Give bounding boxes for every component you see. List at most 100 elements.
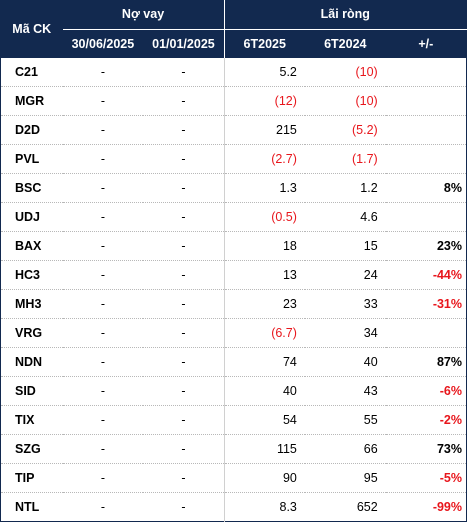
table-row: UDJ - - (0.5) 4.6 [0, 202, 467, 232]
cell-debt-date-1: - [62, 57, 144, 87]
column-header-profit-period-1: 6T2025 [223, 29, 305, 58]
cell-profit-period-2: 24 [304, 260, 386, 290]
cell-debt-date-1: - [62, 347, 144, 377]
cell-debt-date-2: - [143, 318, 225, 348]
cell-code: MGR [0, 86, 63, 116]
cell-profit-period-1: (0.5) [223, 202, 305, 232]
cell-debt-date-2: - [143, 231, 225, 261]
cell-change [385, 318, 467, 348]
cell-change [385, 115, 467, 145]
cell-debt-date-2: - [143, 86, 225, 116]
cell-debt-date-2: - [143, 260, 225, 290]
cell-profit-period-2: 95 [304, 463, 386, 493]
cell-debt-date-1: - [62, 260, 144, 290]
cell-profit-period-1: (6.7) [223, 318, 305, 348]
cell-profit-period-1: 23 [223, 289, 305, 319]
cell-code: PVL [0, 144, 63, 174]
cell-debt-date-1: - [62, 289, 144, 319]
cell-profit-period-1: 5.2 [223, 57, 305, 87]
cell-profit-period-2: (10) [304, 57, 386, 87]
cell-profit-period-1: 18 [223, 231, 305, 261]
cell-profit-period-2: 1.2 [304, 173, 386, 203]
table-row: TIX - -54 55 -2% [0, 405, 467, 435]
cell-debt-date-1: - [62, 231, 144, 261]
cell-profit-period-1: 215 [223, 115, 305, 145]
cell-code: BSC [0, 173, 63, 203]
cell-change: 23% [385, 231, 467, 261]
column-header-code: Mã CK [0, 0, 63, 58]
cell-code: SZG [0, 434, 63, 464]
cell-debt-date-2: - [143, 463, 225, 493]
cell-debt-date-2: - [143, 57, 225, 87]
cell-debt-date-2: - [143, 289, 225, 319]
table-row: MGR - - (12) (10) [0, 86, 467, 116]
cell-debt-date-2: - [143, 492, 225, 522]
cell-profit-period-1: 90 [223, 463, 305, 493]
cell-profit-period-2: (10) [304, 86, 386, 116]
cell-change: -31% [385, 289, 467, 319]
table-row: TIP - -90 95 -5% [0, 463, 467, 493]
cell-debt-date-2: - [143, 434, 225, 464]
cell-change: -6% [385, 376, 467, 406]
cell-profit-period-2: 34 [304, 318, 386, 348]
cell-debt-date-1: - [62, 115, 144, 145]
cell-profit-period-2: 40 [304, 347, 386, 377]
cell-debt-date-2: - [143, 347, 225, 377]
cell-debt-date-2: - [143, 405, 225, 435]
cell-code: NTL [0, 492, 63, 522]
cell-code: NDN [0, 347, 63, 377]
cell-profit-period-1: 1.3 [223, 173, 305, 203]
cell-code: C21 [0, 57, 63, 87]
cell-debt-date-1: - [62, 86, 144, 116]
cell-debt-date-2: - [143, 376, 225, 406]
table-row: SZG - -115 66 73% [0, 434, 467, 464]
table-row: PVL - - (2.7) (1.7) [0, 144, 467, 174]
cell-debt-date-1: - [62, 318, 144, 348]
cell-debt-date-1: - [62, 463, 144, 493]
column-header-profit-period-2: 6T2024 [304, 29, 386, 58]
cell-profit-period-1: 115 [223, 434, 305, 464]
cell-profit-period-2: (1.7) [304, 144, 386, 174]
cell-profit-period-1: 8.3 [223, 492, 305, 522]
cell-profit-period-1: 13 [223, 260, 305, 290]
cell-profit-period-2: 55 [304, 405, 386, 435]
cell-change: -2% [385, 405, 467, 435]
cell-code: TIP [0, 463, 63, 493]
column-header-debt-date-1: 30/06/2025 [62, 29, 144, 58]
table-row: D2D - -215 (5.2) [0, 115, 467, 145]
table-body: C21- -5.2 (10) MGR - - (12) (10) D2D - -215 (5.2) PV… [0, 57, 467, 522]
cell-code: D2D [0, 115, 63, 145]
cell-change: 8% [385, 173, 467, 203]
cell-code: UDJ [0, 202, 63, 232]
cell-profit-period-2: (5.2) [304, 115, 386, 145]
table-row: MH3- -23 33 -31% [0, 289, 467, 319]
cell-debt-date-1: - [62, 492, 144, 522]
cell-code: TIX [0, 405, 63, 435]
cell-profit-period-1: 54 [223, 405, 305, 435]
cell-change: 87% [385, 347, 467, 377]
cell-code: SID [0, 376, 63, 406]
cell-code: VRG [0, 318, 63, 348]
cell-code: BAX [0, 231, 63, 261]
cell-debt-date-2: - [143, 144, 225, 174]
cell-debt-date-2: - [143, 173, 225, 203]
cell-profit-period-2: 652 [304, 492, 386, 522]
cell-code: HC3 [0, 260, 63, 290]
group-header-debt: Nợ vay [62, 0, 225, 30]
table-row: HC3- -13 24 -44% [0, 260, 467, 290]
cell-change: -99% [385, 492, 467, 522]
cell-profit-period-2: 66 [304, 434, 386, 464]
cell-profit-period-2: 43 [304, 376, 386, 406]
table-row: NTL - -8.3 652 -99% [0, 492, 467, 522]
column-header-change: +/- [385, 29, 467, 58]
cell-profit-period-1: 74 [223, 347, 305, 377]
cell-debt-date-1: - [62, 202, 144, 232]
group-header-profit: Lãi ròng [223, 0, 467, 30]
table-header: Mã CK Nợ vay Lãi ròng 30/06/2025 01/01/2… [0, 0, 467, 58]
cell-change: -5% [385, 463, 467, 493]
cell-change [385, 86, 467, 116]
cell-code: MH3 [0, 289, 63, 319]
cell-debt-date-2: - [143, 115, 225, 145]
column-header-debt-date-2: 01/01/2025 [143, 29, 225, 58]
